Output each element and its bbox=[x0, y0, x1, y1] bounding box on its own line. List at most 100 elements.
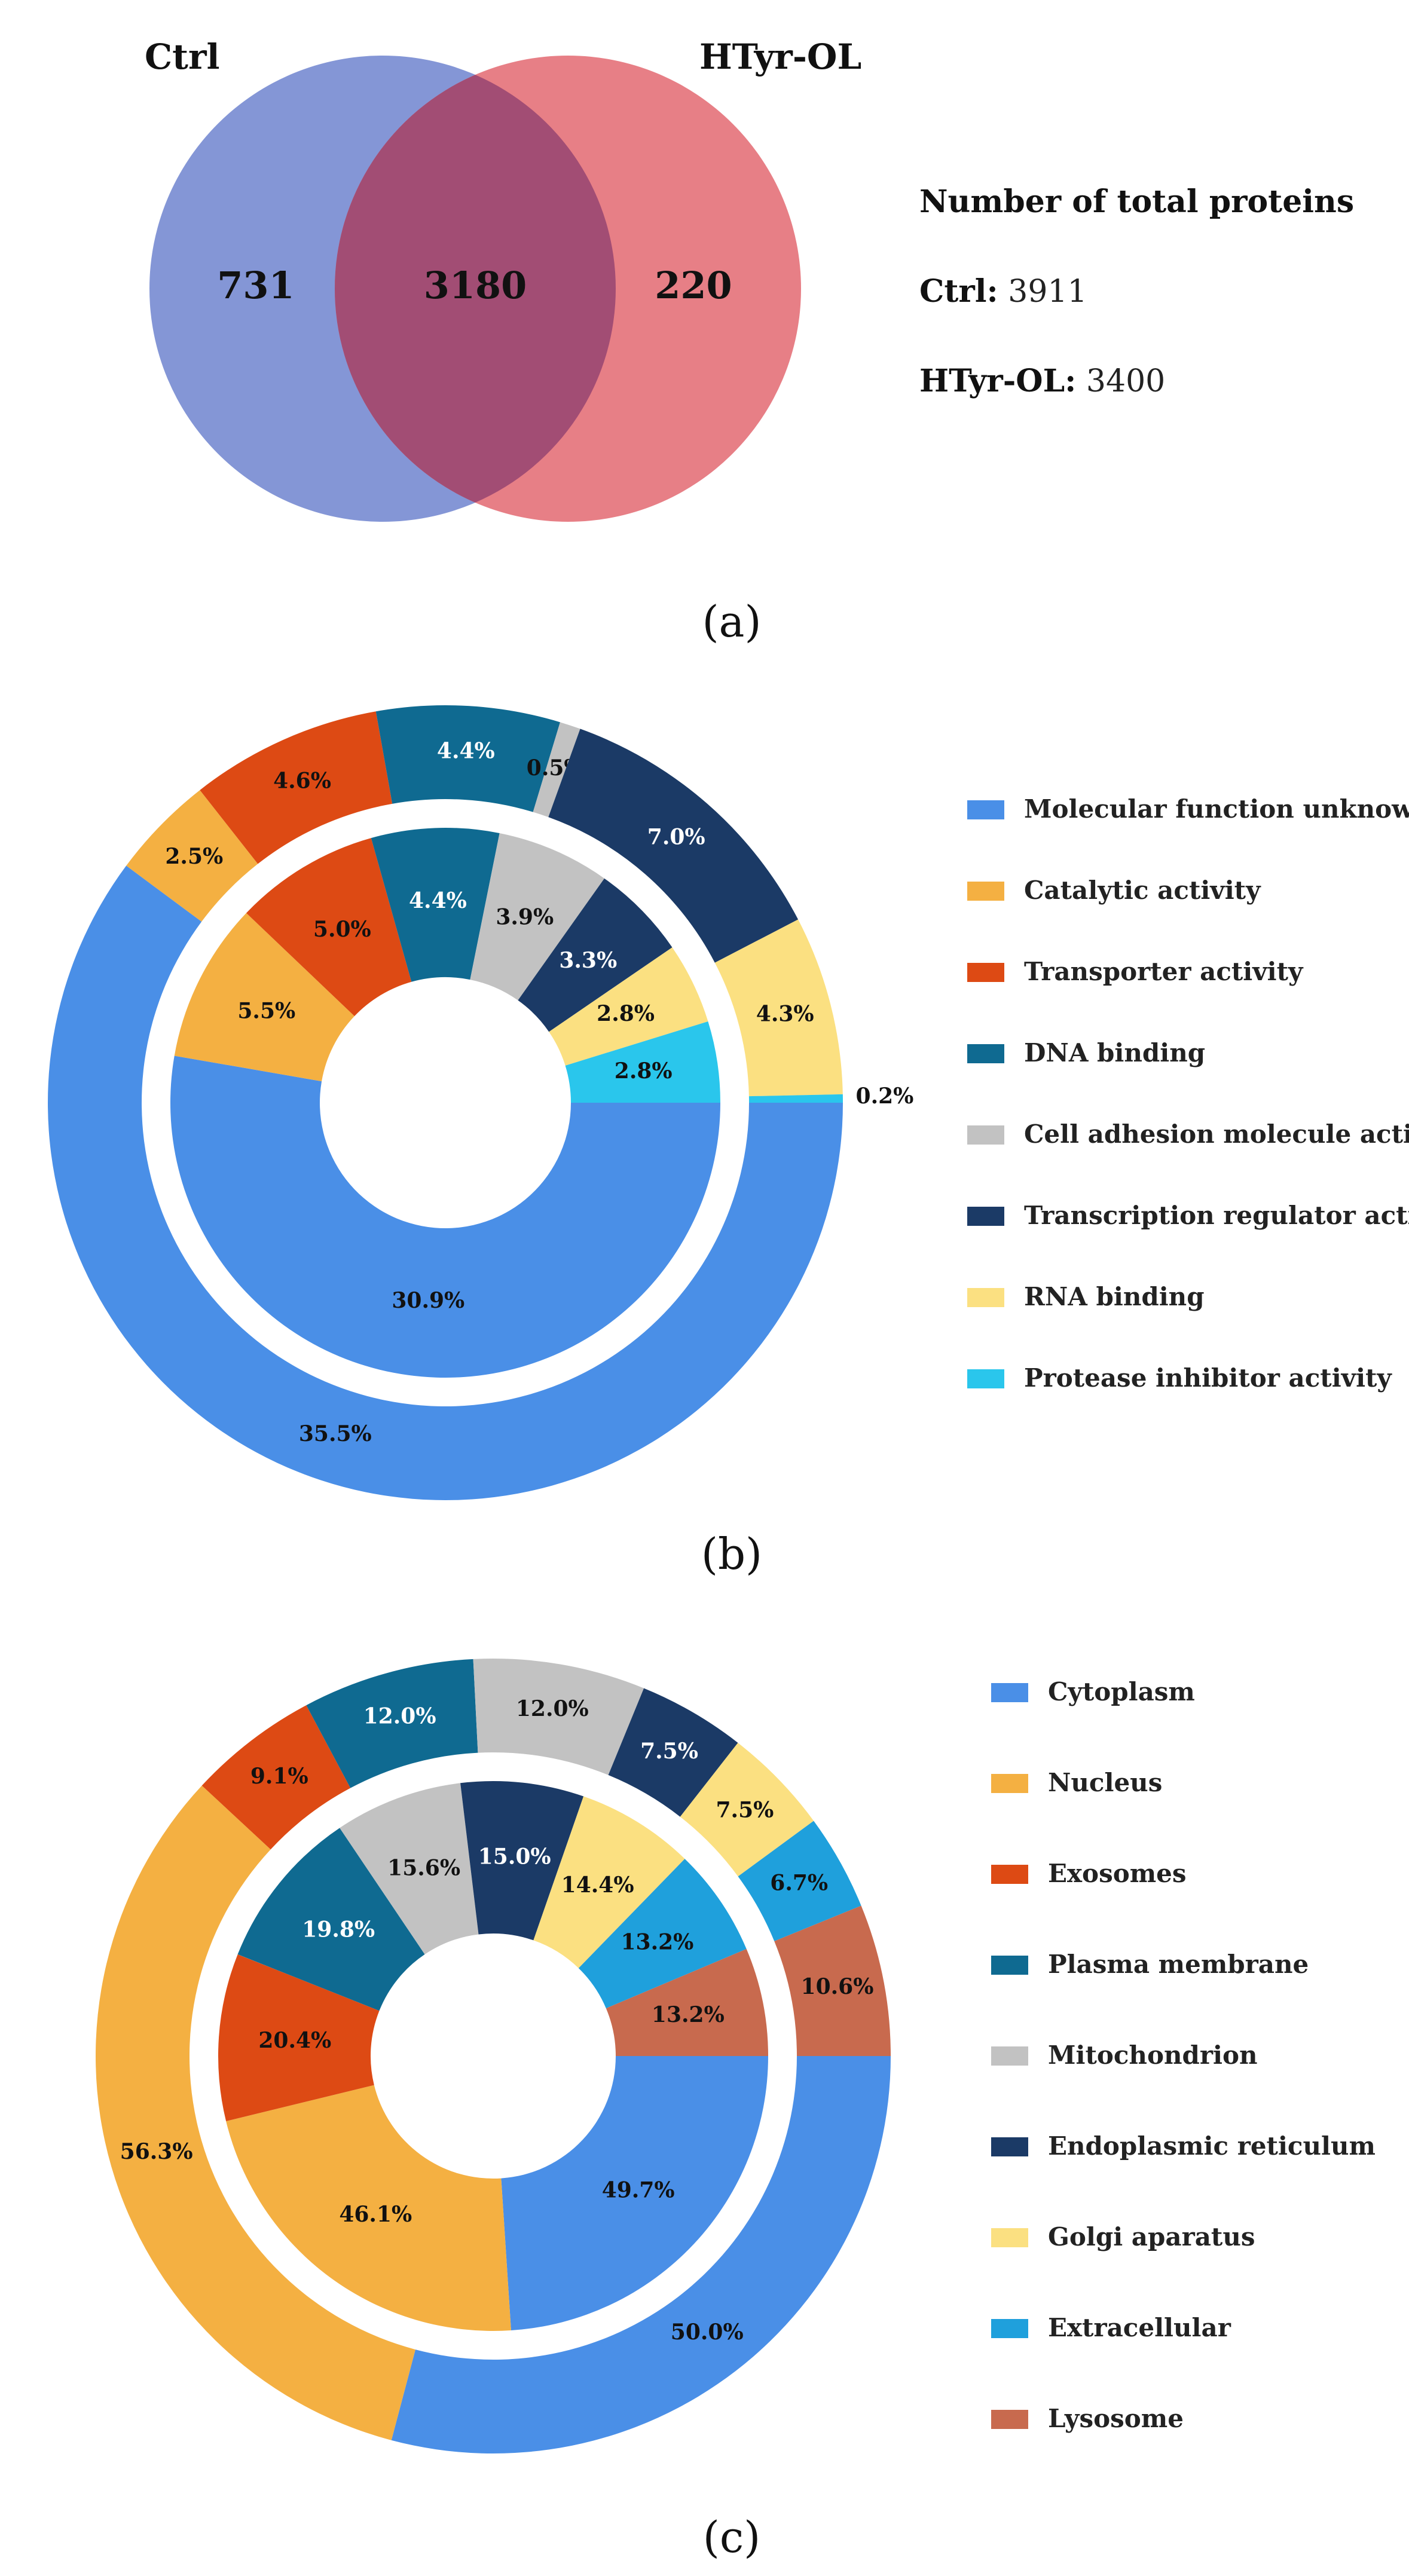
legend-c-swatch-cytoplasm bbox=[991, 1683, 1028, 1702]
inner-c-slice-cytoplasm bbox=[501, 2056, 768, 2331]
legend-c-swatch-mitochondrion bbox=[991, 2046, 1028, 2066]
legend-c-label-plasma-membrane: Plasma membrane bbox=[1048, 1950, 1309, 1979]
legend-b-label-dna-binding: DNA binding bbox=[1024, 1038, 1205, 1067]
inner-b-slice-catalytic-activity bbox=[174, 913, 354, 1082]
inner-b-slice-protease-inhibitor-activity bbox=[565, 1021, 720, 1103]
outer-b-label-rna-binding: 4.3% bbox=[756, 1002, 814, 1027]
inner-b-label-transporter-activity: 5.0% bbox=[313, 917, 371, 942]
panel-label-b: (b) bbox=[701, 1529, 762, 1579]
legend-b-label-transporter-activity: Transporter activity bbox=[1024, 957, 1304, 986]
legend-b-swatch-transporter-activity bbox=[967, 963, 1004, 982]
legend-c: Cytoplasm Nucleus Exosomes Plasma membrane M… bbox=[991, 1677, 1376, 2433]
legend-c-swatch-exosomes bbox=[991, 1865, 1028, 1884]
panel-a-venn: Ctrl HTyr-OL 731 3180 220 Number of tota… bbox=[145, 36, 1354, 647]
legend-b-label-cell-adhesion-molecule-activity: Cell adhesion molecule activity bbox=[1024, 1119, 1409, 1149]
legend-b-label-molecular-function-unknown: Molecular function unknown bbox=[1024, 794, 1409, 824]
inner-b-label-transcription-regulator-activity: 3.3% bbox=[559, 948, 617, 973]
outer-c-label-cytoplasm: 50.0% bbox=[671, 2320, 744, 2345]
outer-b-slice-molecular-function-unknown bbox=[48, 865, 843, 1500]
legend-c-label-cytoplasm: Cytoplasm bbox=[1048, 1677, 1195, 1706]
inner-c-slice-golgi-aparatus bbox=[533, 1796, 685, 1968]
total-proteins-ctrl: Ctrl: 3911 bbox=[919, 273, 1087, 310]
legend-c-swatch-golgi-aparatus bbox=[991, 2228, 1028, 2247]
outer-c-label-lysosome: 10.6% bbox=[801, 1974, 874, 1999]
legend-b-label-transcription-regulator-activity: Transcription regulator activity bbox=[1024, 1201, 1409, 1230]
outer-b-slice-catalytic-activity bbox=[126, 790, 258, 922]
outer-b-slice-cell-adhesion-molecule-activity bbox=[533, 722, 580, 818]
inner-c-slice-mitochondrion bbox=[340, 1783, 479, 1954]
donut-chart-c: 50.0% 56.3% 9.1% 12.0% 12.0% 7.5% 7.5% 6.7% 10.6… bbox=[95, 1658, 891, 2453]
inner-b-slice-dna-binding bbox=[371, 827, 500, 982]
total-proteins-ctrl-value: 3911 bbox=[1008, 274, 1087, 310]
legend-b-swatch-molecular-function-unknown bbox=[967, 800, 1004, 819]
outer-b-label-catalytic-activity: 2.5% bbox=[165, 844, 223, 869]
inner-b-label-molecular-function-unknown: 30.9% bbox=[392, 1288, 464, 1313]
legend-c-swatch-plasma-membrane bbox=[991, 1956, 1028, 1975]
legend-b-swatch-protease-inhibitor-activity bbox=[967, 1369, 1004, 1388]
inner-b-label-protease-inhibitor-activity: 2.8% bbox=[615, 1058, 673, 1084]
legend-b: Molecular function unknown Catalytic acti… bbox=[967, 794, 1409, 1393]
outer-c-label-exosomes: 9.1% bbox=[250, 1764, 308, 1789]
outer-c-slice-nucleus bbox=[95, 1785, 415, 2440]
outer-c-slice-extracellular bbox=[738, 1821, 861, 1941]
outer-c-slice-mitochondrion bbox=[473, 1658, 644, 1775]
venn-count-htyr-only: 220 bbox=[655, 264, 732, 307]
inner-b-label-dna-binding: 4.4% bbox=[409, 888, 467, 913]
outer-c-label-nucleus: 56.3% bbox=[120, 2139, 193, 2164]
inner-b-slice-transporter-activity bbox=[246, 838, 412, 1017]
outer-c-label-golgi-aparatus: 7.5% bbox=[716, 1798, 774, 1823]
total-proteins-ctrl-label: Ctrl: bbox=[919, 273, 998, 310]
outer-b-label-molecular-function-unknown: 35.5% bbox=[299, 1421, 372, 1446]
legend-c-swatch-nucleus bbox=[991, 1774, 1028, 1793]
legend-b-swatch-cell-adhesion-molecule-activity bbox=[967, 1125, 1004, 1145]
legend-c-label-exosomes: Exosomes bbox=[1048, 1859, 1187, 1888]
legend-b-swatch-catalytic-activity bbox=[967, 882, 1004, 901]
legend-c-swatch-lysosome bbox=[991, 2410, 1028, 2429]
inner-c-slice-lysosome bbox=[606, 1948, 768, 2056]
inner-c-slice-extracellular bbox=[578, 1859, 747, 2009]
venn-count-overlap: 3180 bbox=[424, 264, 527, 307]
outer-c-label-plasma-membrane: 12.0% bbox=[363, 1704, 436, 1729]
inner-c-label-plasma-membrane: 19.8% bbox=[302, 1917, 375, 1942]
legend-c-swatch-extracellular bbox=[991, 2319, 1028, 2338]
legend-c-swatch-endoplasmic-reticulum bbox=[991, 2137, 1028, 2156]
panel-label-c: (c) bbox=[703, 2512, 761, 2562]
outer-b-slice-transporter-activity bbox=[200, 711, 393, 864]
legend-c-label-lysosome: Lysosome bbox=[1048, 2404, 1184, 2433]
legend-b-swatch-transcription-regulator-activity bbox=[967, 1207, 1004, 1226]
total-proteins-title: Number of total proteins bbox=[919, 183, 1354, 220]
legend-b-label-protease-inhibitor-activity: Protease inhibitor activity bbox=[1024, 1363, 1392, 1393]
inner-c-label-cytoplasm: 49.7% bbox=[602, 2177, 675, 2202]
inner-c-label-lysosome: 13.2% bbox=[652, 2002, 725, 2027]
total-proteins-htyr-value: 3400 bbox=[1086, 363, 1165, 399]
outer-c-slice-golgi-aparatus bbox=[680, 1742, 814, 1877]
inner-b-label-catalytic-activity: 5.5% bbox=[237, 998, 295, 1023]
legend-c-label-extracellular: Extracellular bbox=[1048, 2313, 1231, 2342]
outer-b-label-protease-inhibitor-activity: 0.2% bbox=[856, 1084, 914, 1109]
inner-b-slice-rna-binding bbox=[549, 947, 708, 1066]
venn-count-ctrl-only: 731 bbox=[217, 264, 294, 307]
outer-c-slice-exosomes bbox=[201, 1705, 351, 1850]
inner-c-slice-exosomes bbox=[218, 1954, 380, 2122]
outer-b-slice-rna-binding bbox=[714, 919, 843, 1097]
outer-c-label-mitochondrion: 12.0% bbox=[516, 1696, 589, 1721]
outer-b-slice-protease-inhibitor-activity bbox=[748, 1094, 843, 1103]
inner-b-label-rna-binding: 2.8% bbox=[597, 1001, 655, 1026]
outer-c-label-endoplasmic-reticulum: 7.5% bbox=[640, 1739, 698, 1764]
legend-c-label-golgi-aparatus: Golgi aparatus bbox=[1048, 2222, 1255, 2251]
outer-b-label-transcription-regulator-activity: 7.0% bbox=[647, 825, 705, 850]
legend-c-label-nucleus: Nucleus bbox=[1048, 1768, 1162, 1797]
inner-c-slice-endoplasmic-reticulum bbox=[460, 1780, 584, 1941]
inner-c-slice-nucleus bbox=[226, 2085, 511, 2332]
inner-c-label-golgi-aparatus: 14.4% bbox=[561, 1873, 634, 1898]
outer-b-slice-transcription-regulator-activity bbox=[548, 729, 799, 963]
legend-b-label-catalytic-activity: Catalytic activity bbox=[1024, 876, 1261, 905]
total-proteins-htyr: HTyr-OL: 3400 bbox=[919, 363, 1165, 399]
inner-c-label-mitochondrion: 15.6% bbox=[387, 1855, 460, 1880]
inner-c-slice-plasma-membrane bbox=[237, 1828, 425, 2011]
outer-c-slice-cytoplasm bbox=[391, 2056, 891, 2453]
inner-c-label-endoplasmic-reticulum: 15.0% bbox=[478, 1844, 551, 1869]
panel-b-donut: 35.5%2.5%4.6%4.4%0.5%7.0%4.3%0.2%30.9%5.… bbox=[48, 705, 1409, 1579]
outer-c-slice-endoplasmic-reticulum bbox=[608, 1688, 738, 1817]
